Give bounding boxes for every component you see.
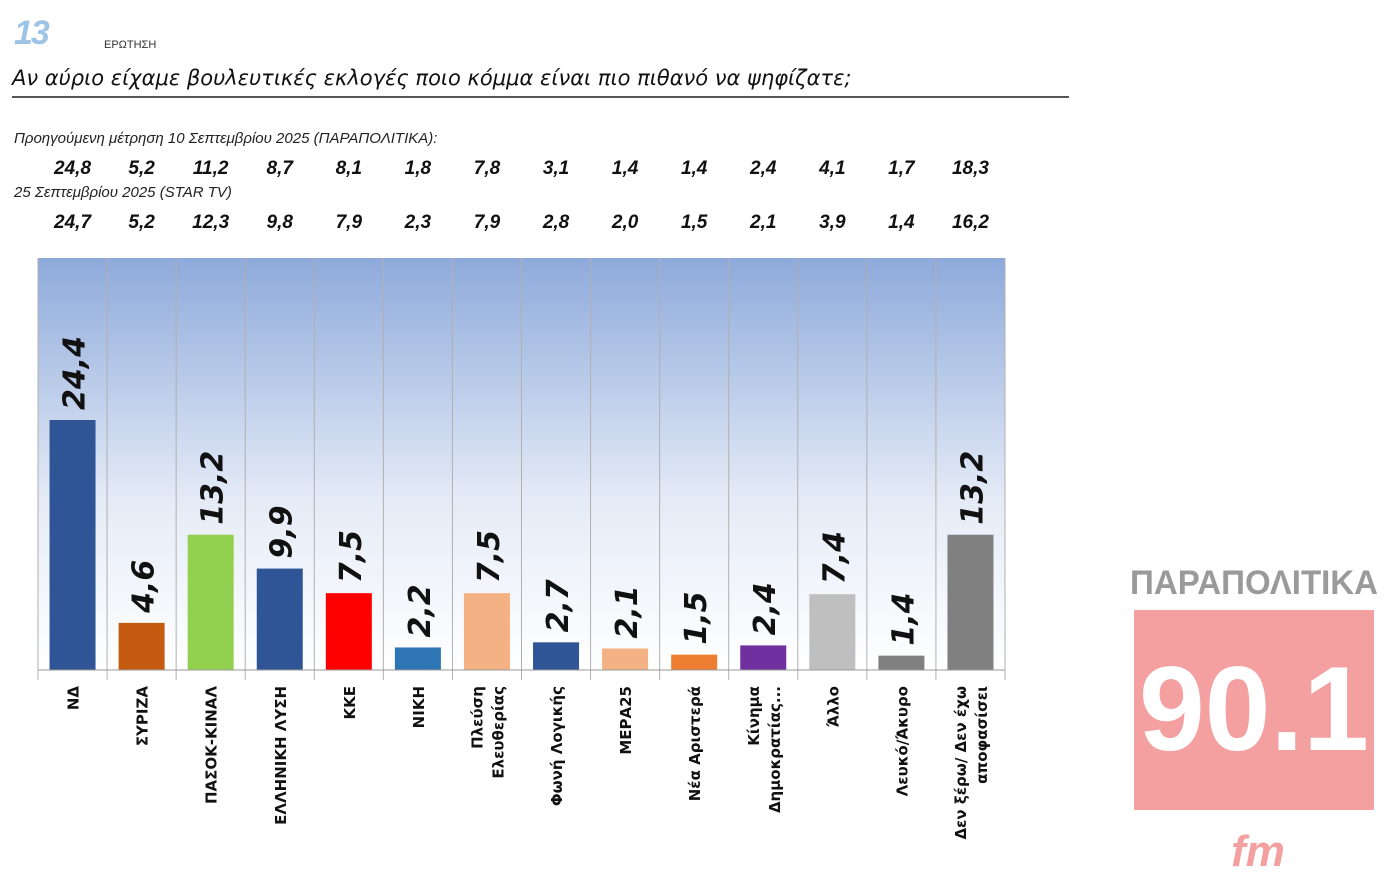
svg-text:fm: fm [1231, 827, 1285, 876]
previous-poll-value: 18,3 [952, 158, 989, 179]
value-label: 24,4 [58, 336, 93, 410]
category-label: Φωνή Λογικής [548, 686, 566, 806]
svg-text:ΠΑΡΑΠΟΛΙΤΙΚΑ: ΠΑΡΑΠΟΛΙΤΙΚΑ [1130, 564, 1378, 602]
question-number: 13 [14, 14, 50, 52]
previous-poll-value: 3,1 [543, 158, 569, 179]
category-label: Άλλο [824, 686, 842, 727]
category-label: ΠΑΣΟΚ-ΚΙΝΑΛ [203, 686, 221, 804]
category-label: Δημοκρατίας... [766, 686, 784, 813]
previous-poll-label-2: 25 Σεπτεμβρίου 2025 (STAR TV) [14, 184, 232, 201]
category-label: Λευκό/Άκυρο [893, 686, 911, 796]
previous-poll-value: 2,1 [749, 212, 776, 233]
bar [118, 622, 165, 670]
category-label: ΚΚΕ [341, 686, 359, 720]
previous-poll-value: 7,9 [474, 212, 501, 233]
bar-chart: 24,4 ΝΔ 24,8 24,7 4,6 ΣΥΡΙΖΑ 5,2 5,2 13,2 ΠΑΣΟΚ-Κ… [37, 158, 1006, 840]
previous-poll-value: 1,4 [888, 212, 915, 233]
previous-poll-value: 1,5 [681, 212, 708, 233]
previous-poll-value: 1,4 [681, 158, 708, 179]
value-label: 1,5 [679, 591, 714, 644]
bar [602, 648, 649, 670]
value-label: 2,4 [748, 582, 783, 635]
previous-poll-value: 24,7 [53, 212, 92, 233]
bar [463, 593, 510, 670]
previous-poll-value: 2,8 [542, 212, 570, 233]
value-label: 2,1 [610, 585, 645, 638]
previous-poll-value: 2,3 [404, 212, 432, 233]
value-label: 9,9 [265, 505, 300, 558]
value-label: 2,2 [403, 584, 438, 637]
value-label: 2,7 [541, 579, 576, 632]
category-label: Πλεύση [468, 686, 486, 749]
category-label: αποφασίσει [973, 686, 991, 784]
previous-poll-value: 5,2 [128, 158, 155, 179]
previous-poll-value: 5,2 [128, 212, 155, 233]
parapolitika-901-logo: ΠΑΡΑΠΟΛΙΤΙΚΑ 90.1 fm [1130, 564, 1378, 876]
value-label: 13,2 [955, 451, 990, 525]
question-label: ΕΡΩΤΗΣΗ [104, 39, 157, 51]
previous-poll-value: 2,0 [611, 212, 639, 233]
value-label: 7,5 [472, 530, 507, 583]
previous-poll-value: 1,7 [888, 158, 916, 179]
category-label: Νέα Αριστερά [686, 686, 704, 801]
svg-text:90.1: 90.1 [1139, 642, 1369, 776]
chart-title: Αν αύριο είχαμε βουλευτικές εκλογές ποιο… [12, 66, 852, 90]
category-label: Δεν ξέρω/ Δεν έχω [952, 686, 970, 840]
previous-poll-value: 7,9 [336, 212, 363, 233]
previous-poll-value: 12,3 [192, 212, 229, 233]
bar [325, 593, 372, 670]
previous-poll-value: 3,9 [819, 212, 846, 233]
category-label: ΝΙΚΗ [410, 686, 428, 728]
category-label: ΕΛΛΗΝΙΚΗ ΛΥΣΗ [272, 686, 290, 825]
bar [49, 420, 96, 670]
previous-poll-value: 16,2 [952, 212, 989, 233]
bar [187, 534, 234, 670]
bar [947, 534, 994, 670]
category-label: Ελευθερίας [489, 686, 507, 779]
previous-poll-value: 4,1 [818, 158, 845, 179]
bar [533, 642, 580, 670]
category-label: ΣΥΡΙΖΑ [134, 686, 152, 747]
bar [740, 645, 787, 670]
value-label: 7,4 [817, 531, 852, 584]
previous-poll-value: 24,8 [53, 158, 91, 179]
value-label: 13,2 [196, 451, 231, 525]
value-label: 4,6 [127, 560, 162, 614]
value-label: 1,4 [886, 592, 921, 645]
bar [671, 654, 718, 670]
category-label: ΜΕΡΑ25 [617, 686, 635, 755]
bar [256, 568, 303, 670]
bar [809, 594, 856, 670]
previous-poll-value: 2,4 [749, 158, 777, 179]
category-label: ΝΔ [65, 686, 83, 711]
title-underline [12, 96, 1069, 98]
value-label: 7,5 [334, 530, 369, 583]
previous-poll-label-1: Προηγούμενη μέτρηση 10 Σεπτεμβρίου 2025 … [14, 130, 438, 147]
previous-poll-value: 7,8 [474, 158, 501, 179]
previous-poll-value: 9,8 [267, 212, 294, 233]
previous-poll-value: 8,1 [336, 158, 362, 179]
bar [878, 655, 925, 670]
bar [394, 647, 441, 670]
previous-poll-value: 11,2 [193, 158, 229, 179]
category-label: Κίνημα [745, 686, 763, 746]
previous-poll-value: 1,4 [612, 158, 639, 179]
previous-poll-value: 1,8 [405, 158, 432, 179]
previous-poll-value: 8,7 [267, 158, 295, 179]
